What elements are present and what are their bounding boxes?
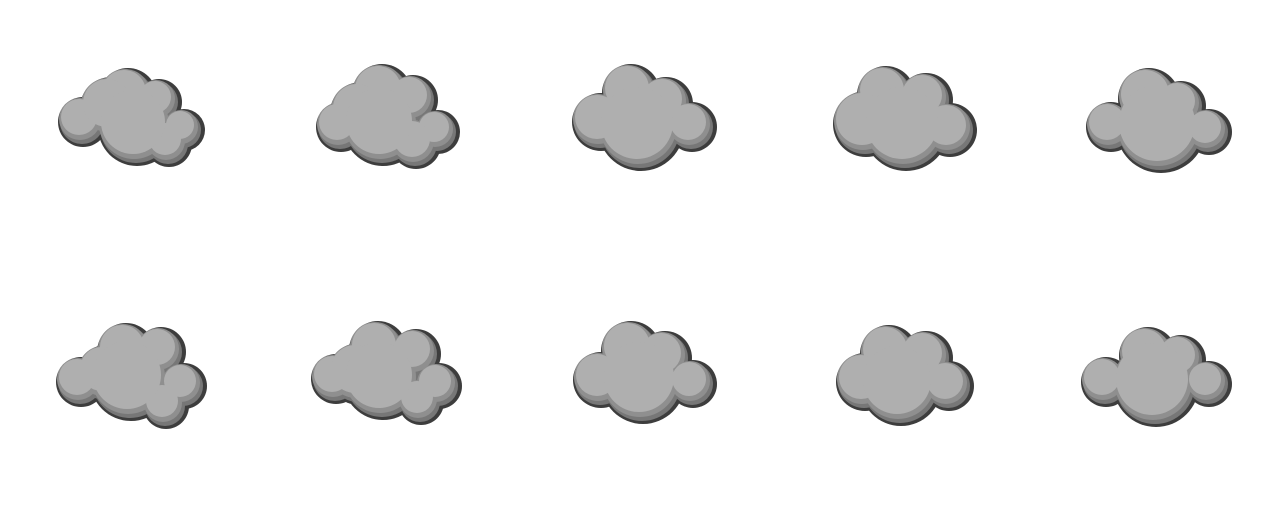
cloud-face-layer [576,323,706,412]
cloud-face-layer [319,66,449,157]
cloud-icon [833,66,977,171]
cloud-face-layer [314,323,451,413]
cloud-puff [866,87,938,159]
cloud-puff-frame-6 [0,256,256,512]
cloud-face-layer [1089,70,1221,161]
cloud-puff [1189,111,1221,143]
cloud-face-layer [575,66,706,159]
cloud-puff [863,346,931,414]
cloud-face-layer [839,327,963,414]
cloud-puff [670,104,706,140]
cloud-puff [101,90,165,154]
cloud-puff [1116,343,1188,415]
cloud-puff-frame-4 [768,0,1024,256]
cloud-face-layer [59,325,196,417]
cloud-puff [1119,85,1195,161]
cloud-puff-frame-9 [768,256,1024,512]
cloud-puff [1089,104,1125,140]
cloud-puff-frame-8 [512,256,768,512]
cloud-puff [601,87,673,159]
cloud-puff [401,381,433,413]
cloud-face-layer [1084,329,1221,415]
cloud-icon [1086,68,1232,173]
cloud-icon [1081,327,1232,427]
cloud-puff-frame-3 [512,0,768,256]
cloud-puff [93,341,161,409]
cloud-icon [572,64,717,171]
cloud-puff [927,363,963,399]
cloud-puff-frame-1 [0,0,256,256]
cloud-face-layer [61,70,194,155]
cloud-puff-frame-5 [1024,0,1280,256]
cloud-icon [836,325,974,426]
cloud-icon [56,323,207,429]
cloud-puff [604,342,674,412]
cloud-icon [311,321,462,425]
cloud-puff-frame-10 [1024,256,1280,512]
cloud-icon [573,321,717,424]
cloud-icon [316,64,460,169]
cloud-puff-frame-2 [256,0,512,256]
cloud-icon [58,68,205,167]
cloud-puff [672,362,706,396]
cloud-puff [346,88,412,154]
cloud-face-layer [836,68,966,159]
cloud-puff [1189,363,1221,395]
cloud-puff [1084,359,1120,395]
cloud-puff [346,342,412,408]
cloud-puff-frame-7 [256,256,512,512]
